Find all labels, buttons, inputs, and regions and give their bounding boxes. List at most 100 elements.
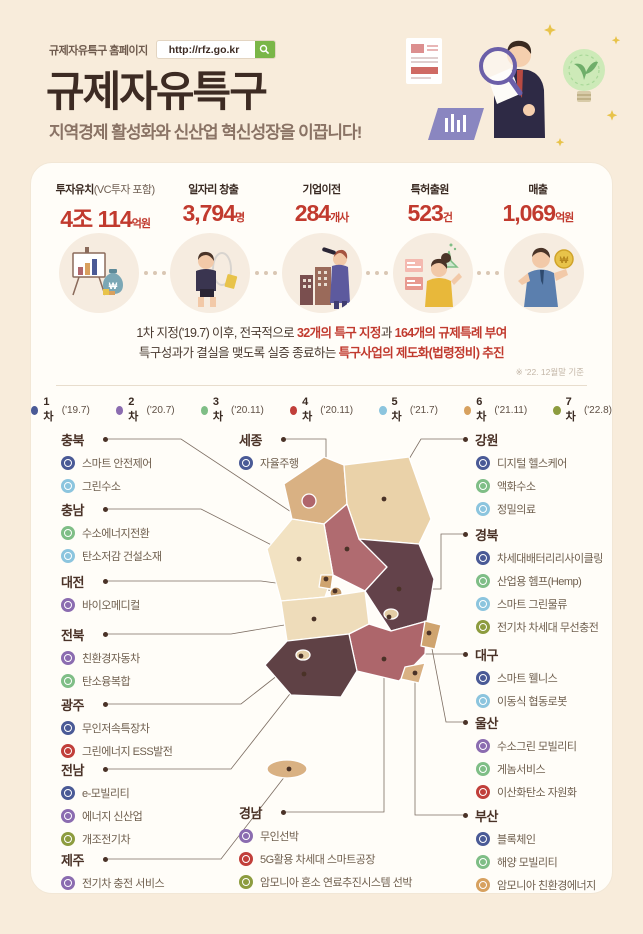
lanyard-icon xyxy=(212,252,233,286)
zone-item: 무인저속특장차 xyxy=(61,716,241,739)
zone-icon xyxy=(61,673,75,688)
region-jeonnam: 전남 e-모빌리티 에너지 신산업 개조전기차 xyxy=(61,761,241,850)
connector-dot xyxy=(103,506,108,512)
region-jeju: 제주 전기차 충전 서비스 xyxy=(61,851,241,894)
zone-icon xyxy=(476,738,490,753)
zone-item: 디지털 헬스케어 xyxy=(463,451,643,474)
map-panel: 충북 스마트 안전제어 그린수소 충남 수소에너지전환 탄소저감 건설소재 대전… xyxy=(31,421,612,895)
header: 규제자유특구 홈페이지 http://rfz.go.kr 규제자유특구 지역경제… xyxy=(0,0,643,162)
stat-sublabel: (VC투자 포함) xyxy=(93,184,155,196)
illustration-row: ₩ xyxy=(59,233,584,313)
legend-item: 6차 ('21.11) xyxy=(463,396,527,424)
zone-icon xyxy=(476,784,490,799)
connector-dot xyxy=(103,631,108,637)
legend-dot xyxy=(553,405,561,415)
zone-item: 스마트 웰니스 xyxy=(463,666,643,689)
zone-icon xyxy=(476,573,490,588)
region-gwangju: 광주 무인저속특장차 그린에너지 ESS발전 xyxy=(61,696,241,762)
hero-illustration xyxy=(406,24,621,147)
zone-icon xyxy=(476,854,490,869)
investment-illustration: ₩ xyxy=(59,233,139,313)
connector-dot xyxy=(463,651,468,657)
zone-icon xyxy=(239,455,253,470)
relocation-illustration xyxy=(281,233,362,313)
zone-icon xyxy=(476,501,490,516)
stat-unit: 명 xyxy=(235,212,245,224)
zone-icon xyxy=(239,828,253,843)
zone-icon xyxy=(61,455,75,470)
money-bag-icon xyxy=(103,273,123,294)
tie-icon xyxy=(540,270,544,285)
connector-dot xyxy=(103,766,108,772)
legend-dot xyxy=(31,405,39,415)
zone-icon xyxy=(476,478,490,493)
zone-icon xyxy=(476,550,490,565)
jobs-illustration xyxy=(170,233,251,313)
region-title: 충남 xyxy=(61,502,84,518)
region-daejeon: 대전 바이오메디컬 xyxy=(61,573,241,616)
sparkle-icon xyxy=(544,24,621,147)
stat-label: 매출 xyxy=(528,184,548,196)
legend-dot xyxy=(379,405,387,415)
region-ulsan: 울산 수소그린 모빌리티 게놈서비스 이산화탄소 자원화 xyxy=(463,714,643,803)
zone-icon xyxy=(476,619,490,634)
description-line-2: 특구성과가 결실을 맺도록 실증 종료하는 특구사업의 제도화(법령정비) 추진 xyxy=(138,346,505,360)
region-title: 충북 xyxy=(61,432,84,448)
stat-label: 일자리 창출 xyxy=(188,184,239,196)
stat-jobs: 일자리 창출 3,794명 xyxy=(159,181,267,234)
stat-unit: 건 xyxy=(442,212,453,224)
magnifier-glass-icon xyxy=(479,47,517,85)
legend: 1차 ('19.7) 2차 ('20.7) 3차 ('20.11) 4차 ('20.11… xyxy=(31,396,612,424)
dots-connector xyxy=(366,271,389,275)
description-line-1: 1차 지정('19.7) 이후, 전국적으로 32개의 특구 지정과 164개의… xyxy=(136,326,507,340)
url-box[interactable]: http://rfz.go.kr xyxy=(155,40,276,59)
zone-icon xyxy=(61,478,75,493)
search-button[interactable] xyxy=(254,41,275,58)
coin-icon xyxy=(554,249,574,269)
url-text[interactable]: http://rfz.go.kr xyxy=(168,44,240,56)
stat-value: 1,069 xyxy=(502,200,557,226)
connector-dot xyxy=(103,701,108,707)
zone-item: 산업용 헴프(Hemp) xyxy=(463,569,643,592)
legend-item: 1차 ('19.7) xyxy=(31,396,90,424)
stat-unit: 억원 xyxy=(131,218,151,230)
stat-sales: 매출 1,069억원 xyxy=(484,181,592,234)
svg-text:₩: ₩ xyxy=(109,281,118,291)
region-gangwon: 강원 디지털 헬스케어 액화수소 정밀의료 xyxy=(463,431,643,520)
zone-item: 5G활용 차세대 스마트공장 xyxy=(239,847,479,870)
zone-item: 스마트 그린물류 xyxy=(463,592,643,615)
legend-item: 4차 ('20.11) xyxy=(289,396,353,424)
stat-label: 기업이전 xyxy=(302,184,341,196)
region-title: 전남 xyxy=(61,762,84,778)
zone-item: 차세대배터리리사이클링 xyxy=(463,546,643,569)
region-title: 대전 xyxy=(61,574,84,590)
connector-dot xyxy=(463,531,468,537)
stat-unit: 개사 xyxy=(330,212,349,224)
region-busan: 부산 블록체인 해양 모빌리티 암모니아 친환경에너지 xyxy=(463,807,643,896)
zone-item: 개조전기차 xyxy=(61,827,241,850)
stat-relocation: 기업이전 284개사 xyxy=(267,181,375,234)
zone-item: 그린에너지 ESS발전 xyxy=(61,739,241,762)
stat-unit: 억원 xyxy=(555,212,574,224)
zone-item: 바이오메디컬 xyxy=(61,593,241,616)
korea-map xyxy=(264,456,442,779)
zone-icon xyxy=(476,670,490,685)
document-icon xyxy=(406,38,442,84)
zone-item: 이동식 협동로봇 xyxy=(463,689,643,712)
legend-dot xyxy=(289,405,298,415)
region-title: 세종 xyxy=(239,432,262,448)
zone-icon xyxy=(61,597,75,612)
connector-dot xyxy=(463,436,468,442)
region-title: 제주 xyxy=(61,852,84,868)
connector-dot xyxy=(281,436,286,442)
legend-item: 7차 ('22.8) xyxy=(553,396,612,424)
zone-item: 전기차 차세대 무선충전 xyxy=(463,615,643,638)
map-region-ulsan xyxy=(420,620,442,650)
stat-value: 284 xyxy=(294,200,331,226)
map-region-jeonnam xyxy=(264,633,358,698)
zone-item: 해양 모빌리티 xyxy=(463,850,643,873)
zone-icon xyxy=(476,693,490,708)
zone-item: 이산화탄소 자원화 xyxy=(463,780,643,803)
zone-item: 탄소융복합 xyxy=(61,669,241,692)
connector-dot xyxy=(463,719,468,725)
